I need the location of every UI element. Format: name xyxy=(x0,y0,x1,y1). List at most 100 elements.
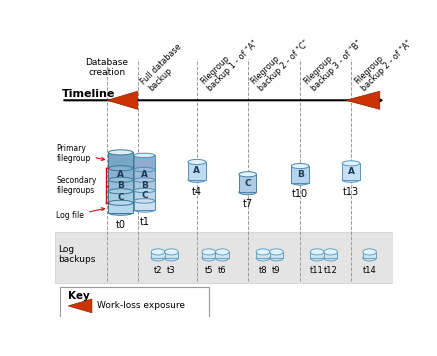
Ellipse shape xyxy=(324,255,337,261)
Ellipse shape xyxy=(108,177,133,182)
Text: Key: Key xyxy=(68,291,90,301)
Ellipse shape xyxy=(165,255,178,261)
Ellipse shape xyxy=(151,255,165,261)
Text: t4: t4 xyxy=(192,187,202,197)
Text: Filegroup
backup 3 - of "B": Filegroup backup 3 - of "B" xyxy=(302,32,364,93)
Text: t5: t5 xyxy=(205,266,213,275)
Ellipse shape xyxy=(165,249,178,255)
Text: t2: t2 xyxy=(154,266,162,275)
Text: B: B xyxy=(297,170,304,179)
Ellipse shape xyxy=(291,163,309,169)
Bar xyxy=(108,168,133,180)
Text: C: C xyxy=(118,193,124,201)
Ellipse shape xyxy=(134,188,155,193)
Bar xyxy=(310,252,324,258)
Text: Log file: Log file xyxy=(56,208,104,220)
Bar xyxy=(239,174,257,192)
Bar xyxy=(108,191,133,203)
Text: C: C xyxy=(141,191,148,200)
Bar xyxy=(165,252,178,258)
Text: t9: t9 xyxy=(272,266,281,275)
Text: t14: t14 xyxy=(363,266,376,275)
Ellipse shape xyxy=(188,177,206,182)
Text: Timeline: Timeline xyxy=(61,89,115,99)
Text: t8: t8 xyxy=(259,266,267,275)
Ellipse shape xyxy=(324,249,337,255)
Text: B: B xyxy=(141,181,148,190)
Ellipse shape xyxy=(108,189,133,194)
Bar xyxy=(291,166,309,183)
Ellipse shape xyxy=(134,208,155,212)
Ellipse shape xyxy=(342,177,360,182)
Text: t6: t6 xyxy=(218,266,226,275)
Ellipse shape xyxy=(134,199,155,203)
Ellipse shape xyxy=(310,255,324,261)
Ellipse shape xyxy=(342,161,360,166)
Ellipse shape xyxy=(256,249,270,255)
Text: Log
backups: Log backups xyxy=(58,245,95,265)
Ellipse shape xyxy=(270,255,283,261)
Bar xyxy=(363,252,376,258)
Ellipse shape xyxy=(134,167,155,172)
Text: t1: t1 xyxy=(139,217,149,227)
Text: A: A xyxy=(117,169,124,178)
Bar xyxy=(108,180,133,191)
Ellipse shape xyxy=(188,159,206,164)
Ellipse shape xyxy=(215,249,229,255)
Bar xyxy=(188,162,206,180)
Bar xyxy=(215,252,229,258)
Ellipse shape xyxy=(363,255,376,261)
Text: t0: t0 xyxy=(116,220,126,230)
Polygon shape xyxy=(107,91,138,109)
Text: Full database
backup: Full database backup xyxy=(139,42,191,93)
Ellipse shape xyxy=(134,178,155,182)
Ellipse shape xyxy=(363,249,376,255)
Ellipse shape xyxy=(291,180,309,185)
Text: A: A xyxy=(347,167,354,176)
Bar xyxy=(202,252,215,258)
Bar xyxy=(108,152,133,168)
Ellipse shape xyxy=(202,255,215,261)
Ellipse shape xyxy=(108,150,133,155)
Ellipse shape xyxy=(256,255,270,261)
Ellipse shape xyxy=(239,189,257,195)
Text: C: C xyxy=(244,179,251,188)
Ellipse shape xyxy=(108,210,133,215)
Bar xyxy=(151,252,165,258)
Text: Filegroup
backup 2 - of "A": Filegroup backup 2 - of "A" xyxy=(353,32,414,93)
Text: A: A xyxy=(141,170,148,179)
Text: Work-loss exposure: Work-loss exposure xyxy=(97,302,185,310)
Text: Primary
filegroup: Primary filegroup xyxy=(56,144,104,163)
Bar xyxy=(256,252,270,258)
Ellipse shape xyxy=(270,249,283,255)
Bar xyxy=(342,163,360,180)
Ellipse shape xyxy=(215,255,229,261)
Text: Secondary
filegroups: Secondary filegroups xyxy=(56,176,97,195)
Bar xyxy=(270,252,283,258)
Bar xyxy=(134,155,155,170)
Text: Database
creation: Database creation xyxy=(86,58,128,77)
Bar xyxy=(324,252,337,258)
Text: t11: t11 xyxy=(310,266,324,275)
Bar xyxy=(134,190,155,201)
Bar xyxy=(134,180,155,190)
Bar xyxy=(134,201,155,210)
Text: t12: t12 xyxy=(324,266,337,275)
Text: t10: t10 xyxy=(292,189,308,199)
Bar xyxy=(134,170,155,180)
Bar xyxy=(55,232,393,283)
Polygon shape xyxy=(68,299,92,313)
Text: Filegroup
backup 1 - of "A": Filegroup backup 1 - of "A" xyxy=(198,32,260,93)
Ellipse shape xyxy=(134,153,155,158)
Bar xyxy=(108,203,133,213)
Text: A: A xyxy=(193,166,201,176)
Text: Filegroup
backup 2 - of "C": Filegroup backup 2 - of "C" xyxy=(250,32,311,93)
Polygon shape xyxy=(346,91,380,109)
Text: t3: t3 xyxy=(167,266,176,275)
Ellipse shape xyxy=(108,166,133,171)
Ellipse shape xyxy=(310,249,324,255)
FancyBboxPatch shape xyxy=(60,287,209,318)
Ellipse shape xyxy=(108,200,133,205)
Ellipse shape xyxy=(239,172,257,177)
Text: t7: t7 xyxy=(243,199,253,209)
